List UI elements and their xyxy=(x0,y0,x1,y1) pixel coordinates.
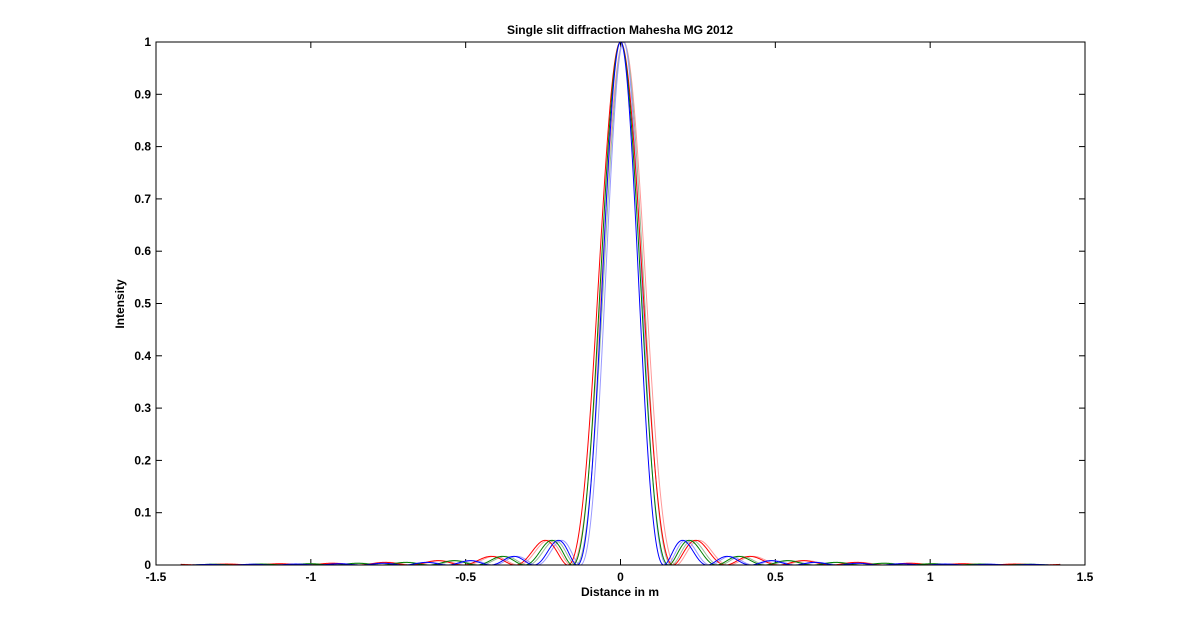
y-tick-label: 0.8 xyxy=(134,140,151,154)
y-axis-label: Intensity xyxy=(113,279,127,329)
x-tick-label: 0.5 xyxy=(767,570,784,584)
x-tick-label: -1 xyxy=(305,570,316,584)
x-tick-label: 0 xyxy=(617,570,624,584)
y-tick-label: 0.5 xyxy=(134,297,151,311)
series-line xyxy=(180,41,1061,566)
x-tick-label: -1.5 xyxy=(146,570,167,584)
y-tick-label: 0.1 xyxy=(134,506,151,520)
x-axis-label: Distance in m xyxy=(581,585,659,599)
series-line xyxy=(180,41,1061,566)
y-tick-label: 0.9 xyxy=(134,87,151,101)
x-tick-label: -0.5 xyxy=(455,570,476,584)
x-tick-label: 1.5 xyxy=(1077,570,1094,584)
chart-title: Single slit diffraction Mahesha MG 2012 xyxy=(507,23,733,37)
y-tick-label: 0.6 xyxy=(134,244,151,258)
y-tick-label: 0.4 xyxy=(134,349,151,363)
series-line xyxy=(180,41,1061,566)
y-tick-label: 0.2 xyxy=(134,453,151,467)
y-tick-label: 0.3 xyxy=(134,401,151,415)
y-tick-label: 0.7 xyxy=(134,192,151,206)
y-tick-label: 1 xyxy=(144,35,151,49)
x-tick-label: 1 xyxy=(927,570,934,584)
plot-area-frame xyxy=(155,41,1086,566)
y-tick-label: 0 xyxy=(144,558,151,572)
series-line xyxy=(180,41,1061,566)
series-line xyxy=(180,41,1061,566)
series-line xyxy=(180,41,1061,566)
